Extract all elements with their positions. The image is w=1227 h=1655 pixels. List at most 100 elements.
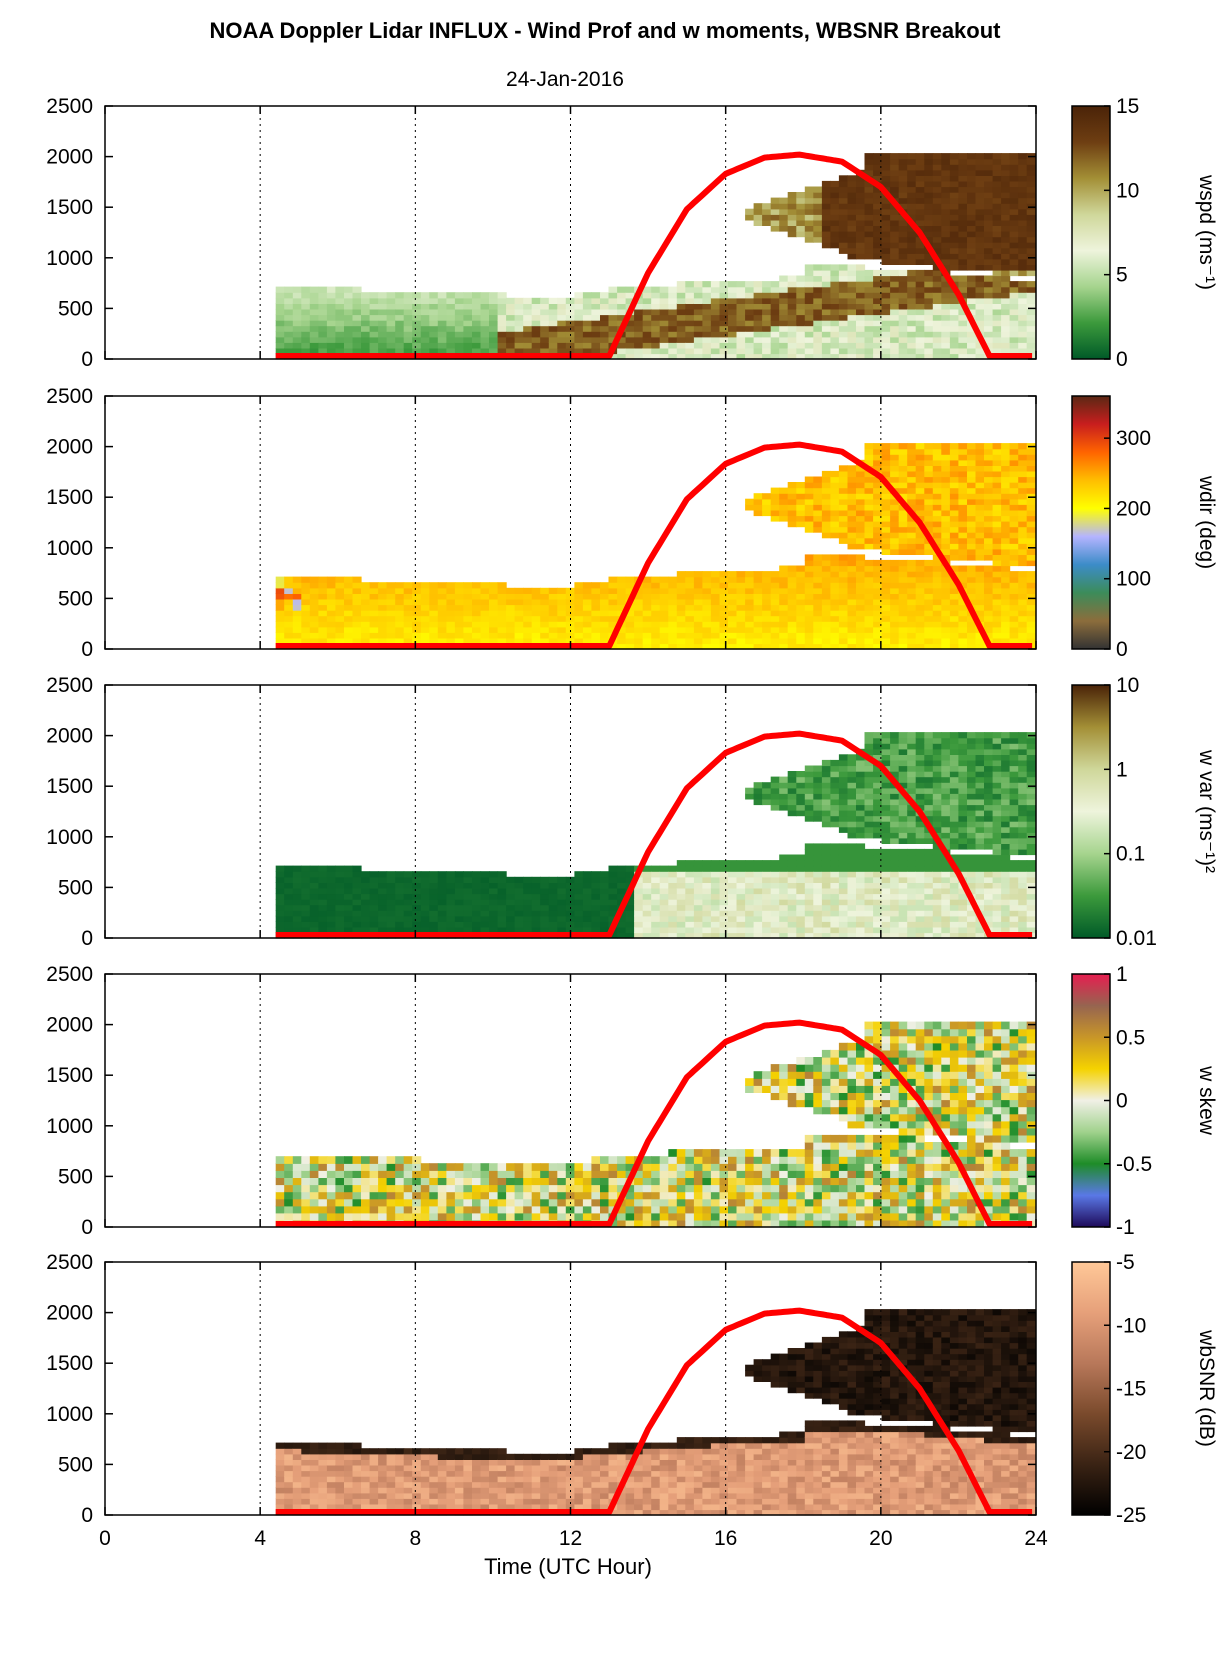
heatmap-cell [787,275,797,282]
heatmap-cell [873,487,883,494]
heatmap-cell [437,615,447,622]
heatmap-cell [710,331,720,338]
heatmap-cell [429,876,439,883]
heatmap-cell [506,910,516,917]
heatmap-cell [941,292,951,299]
heatmap-cell [352,615,362,622]
heatmap-cell [710,887,720,895]
heatmap-cell [676,610,686,617]
heatmap-cell [779,926,789,934]
heatmap-cell [992,487,1002,494]
heatmap-cell [1001,158,1011,165]
heatmap-cell [659,887,669,895]
heatmap-cell [813,320,823,327]
heatmap-cell [693,582,703,589]
heatmap-cell [787,632,797,639]
heatmap-cell [454,871,464,878]
heatmap-cell [856,543,866,550]
heatmap-cell [361,615,371,622]
heatmap-cell [949,342,959,349]
heatmap-cell [284,876,294,883]
heatmap-cell [736,576,746,583]
heatmap-cell [907,482,917,489]
heatmap-cell [454,314,464,321]
heatmap-cell [361,882,371,889]
heatmap-cell [676,331,686,338]
heatmap-cell [804,275,814,282]
heatmap-cell [745,887,755,895]
heatmap-cell [984,169,994,176]
heatmap-cell [736,292,746,299]
heatmap-cell [813,632,823,639]
heatmap-cell [659,632,669,639]
heatmap-cell [907,476,917,483]
heatmap-cell [284,331,294,338]
heatmap-cell [847,197,857,204]
heatmap-cell [890,537,900,544]
heatmap-cell [907,871,917,878]
heatmap-cell [864,910,874,917]
heatmap-cell [437,926,447,934]
heatmap-cell [787,604,797,611]
heatmap-cell [890,482,900,489]
heatmap-cell [489,893,499,900]
heatmap-cell [984,247,994,254]
heatmap-cell [1018,347,1028,355]
heatmap-cell [386,314,396,321]
heatmap-cell [881,347,891,355]
heatmap-cell [779,871,789,878]
heatmap-cell [497,320,507,327]
heatmap-cell [386,308,396,316]
heatmap-cell [907,571,917,578]
heatmap-cell [941,336,951,343]
heatmap-cell [941,331,951,338]
heatmap-cell [634,587,644,594]
heatmap-cell [659,610,669,617]
heatmap-cell [719,882,729,889]
heatmap-cell [881,470,891,478]
heatmap-cell [574,587,584,594]
heatmap-cell [548,598,558,606]
heatmap-cell [1009,593,1019,600]
heatmap-cell [813,186,823,193]
heatmap-cell [412,910,422,917]
heatmap-cell [292,632,302,639]
heatmap-cell [378,598,388,606]
heatmap-cell [736,926,746,934]
heatmap-cell [395,899,405,906]
heatmap-cell [506,598,516,606]
heatmap-cell [275,331,285,338]
heatmap-cell [881,832,891,839]
heatmap-cell [890,336,900,343]
heatmap-cell [838,465,848,472]
heatmap-cell [941,247,951,254]
heatmap-cell [967,264,977,271]
heatmap-cell [873,787,883,794]
heatmap-cell [898,732,908,739]
heatmap-cell [975,565,985,572]
heatmap-cell [890,865,900,872]
heatmap-cell [344,876,354,883]
heatmap-cell [1001,482,1011,489]
heatmap-cell [992,186,1002,193]
heatmap-cell [856,297,866,304]
heatmap-cell [301,314,311,321]
heatmap-cell [472,615,482,622]
heatmap-cell [514,637,524,645]
heatmap-cell [907,565,917,572]
heatmap-cell [309,342,319,349]
heatmap-cell [941,454,951,461]
heatmap-cell [548,320,558,327]
heatmap-cell [693,303,703,310]
heatmap-cell [779,509,789,517]
heatmap-cell [881,465,891,472]
heatmap-cell [1001,153,1011,160]
heatmap-cell [762,632,772,639]
heatmap-cell [779,598,789,606]
heatmap-cell [958,554,968,561]
heatmap-cell [480,604,490,611]
heatmap-cell [617,336,627,343]
heatmap-cell [941,504,951,511]
heatmap-cell [736,632,746,639]
heatmap-cell [480,926,490,934]
